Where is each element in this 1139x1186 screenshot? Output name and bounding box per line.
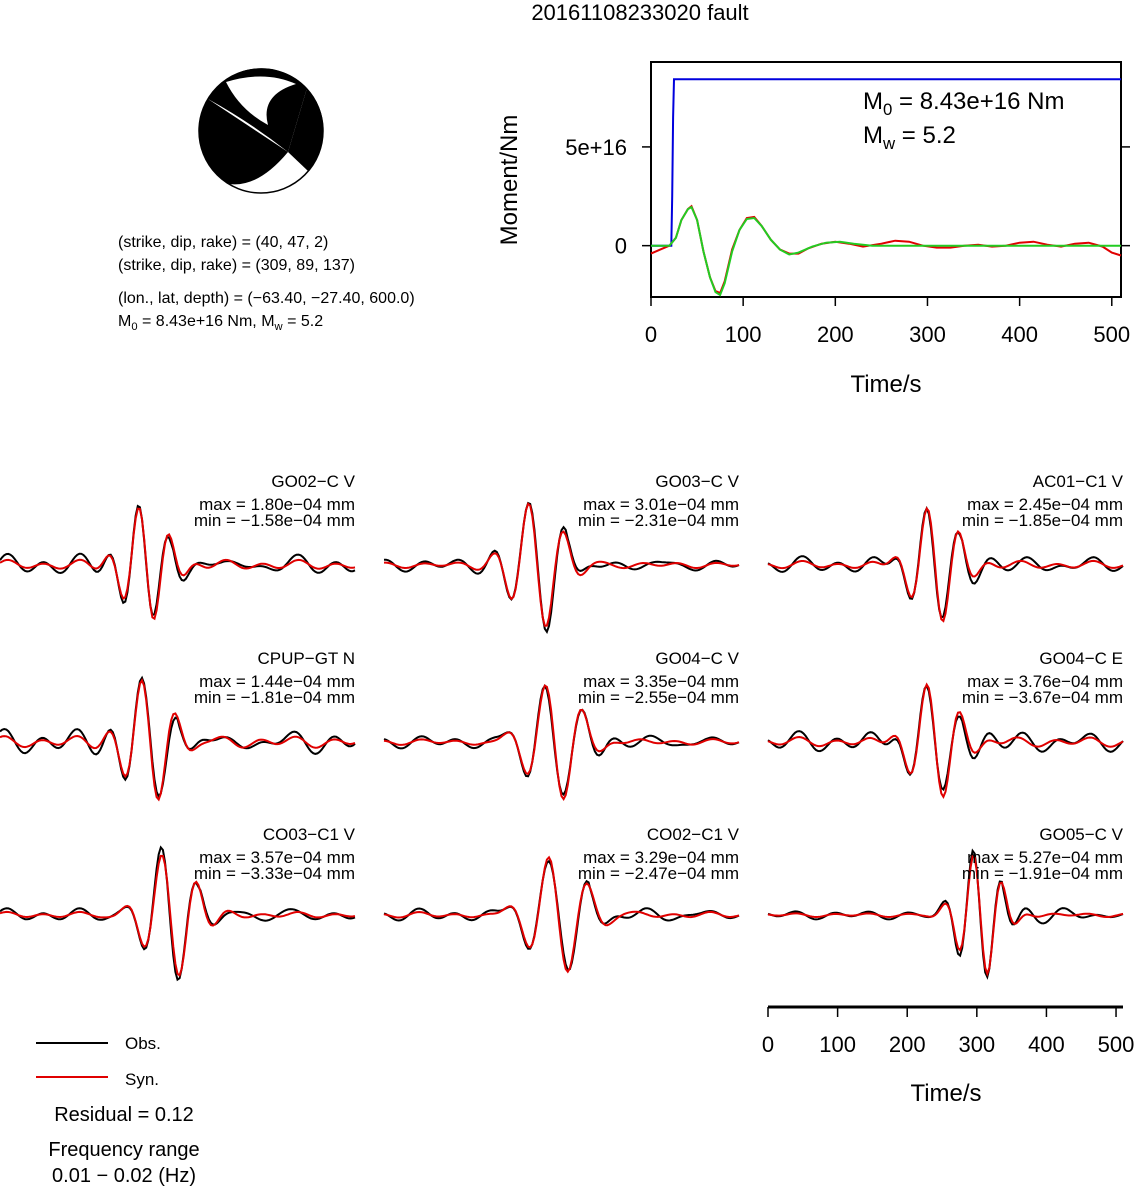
frequency-title: Frequency range <box>48 1139 199 1161</box>
synthetic-trace <box>767 506 1124 623</box>
station-min: min = −1.85e−04 mm <box>962 511 1123 530</box>
station-name: AC01−C1 V <box>1033 472 1124 491</box>
moment-x-axis-label: Time/s <box>850 371 921 398</box>
station-max: max = 3.57e−04 mm <box>199 848 355 867</box>
station-max: max = 3.76e−04 mm <box>967 672 1123 691</box>
station-name: CO03−C1 V <box>263 825 356 844</box>
station-max: max = 2.45e−04 mm <box>967 495 1123 514</box>
moment-x-tick-label: 300 <box>909 322 946 347</box>
waveform-time-axis: 0 100 200 300 400 500 <box>762 1005 1135 1057</box>
legend-obs-label: Obs. <box>125 1034 161 1053</box>
legend: Obs. Syn. <box>36 1034 161 1089</box>
station-max: max = 1.44e−04 mm <box>199 672 355 691</box>
focal-plane-1: (strike, dip, rake) = (40, 47, 2) <box>118 234 328 251</box>
location-depth: (lon., lat, depth) = (−63.40, −27.40, 60… <box>118 290 415 307</box>
mw-annotation: Mw = 5.2 <box>863 122 956 153</box>
station-name: CPUP−GT N <box>258 649 355 668</box>
moment-y-tick-label: 5e+16 <box>565 135 627 160</box>
moment-plot-frame <box>650 61 1122 298</box>
station-min: min = −2.55e−04 mm <box>578 688 739 707</box>
residual-label: Residual = 0.12 <box>54 1104 194 1126</box>
observed-trace <box>0 845 356 982</box>
station-max: max = 3.35e−04 mm <box>583 672 739 691</box>
station-name: GO04−C E <box>1039 649 1123 668</box>
station-name: GO02−C V <box>271 472 355 491</box>
waveform-x-tick-label: 400 <box>1028 1032 1065 1057</box>
station-name: GO05−C V <box>1039 825 1123 844</box>
moment-series-line-3 <box>651 205 1121 297</box>
synthetic-trace <box>0 677 356 802</box>
focal-plane-2: (strike, dip, rake) = (309, 89, 137) <box>118 257 355 274</box>
waveform-x-axis-label: Time/s <box>910 1080 981 1107</box>
station-min: min = −2.47e−04 mm <box>578 864 739 883</box>
synthetic-trace <box>767 682 1124 799</box>
waveform-x-tick-label: 500 <box>1098 1032 1135 1057</box>
synthetic-trace <box>0 854 356 977</box>
station-max: max = 1.80e−04 mm <box>199 495 355 514</box>
moment-x-tick-label: 200 <box>817 322 854 347</box>
waveform-x-tick-label: 200 <box>889 1032 926 1057</box>
beachball-icon <box>198 68 324 194</box>
station-name: CO02−C1 V <box>647 825 740 844</box>
station-max: max = 3.01e−04 mm <box>583 495 739 514</box>
moment-series-line-2 <box>650 204 1122 295</box>
synthetic-trace <box>384 502 740 627</box>
station-min: min = −3.67e−04 mm <box>962 688 1123 707</box>
observed-trace <box>0 504 356 617</box>
m0-annotation: M0 = 8.43e+16 Nm <box>863 88 1064 119</box>
station-min: min = −1.81e−04 mm <box>194 688 355 707</box>
station-min: min = −3.33e−04 mm <box>194 864 355 883</box>
station-min: min = −1.91e−04 mm <box>962 864 1123 883</box>
waveform-x-tick-label: 0 <box>762 1032 774 1057</box>
station-min: min = −2.31e−04 mm <box>578 511 739 530</box>
waveform-x-tick-label: 100 <box>819 1032 856 1057</box>
station-max: max = 3.29e−04 mm <box>583 848 739 867</box>
legend-syn-label: Syn. <box>125 1070 159 1089</box>
waveform-x-tick-label: 300 <box>958 1032 995 1057</box>
station-name: GO04−C V <box>655 649 739 668</box>
synthetic-trace <box>0 507 356 621</box>
moment-summary: M0 = 8.43e+16 Nm, Mw = 5.2 <box>118 313 323 333</box>
synthetic-trace <box>767 854 1124 977</box>
moment-x-tick-label: 400 <box>1001 322 1038 347</box>
station-max: max = 5.27e−04 mm <box>967 848 1123 867</box>
figure-title: 20161108233020 fault <box>531 0 748 25</box>
synthetic-trace <box>383 684 740 802</box>
synthetic-trace <box>383 855 740 974</box>
observed-trace <box>767 683 1124 792</box>
moment-x-tick-label: 100 <box>725 322 762 347</box>
moment-x-tick-label: 0 <box>645 322 657 347</box>
station-min: min = −1.58e−04 mm <box>194 511 355 530</box>
frequency-range: 0.01 − 0.02 (Hz) <box>52 1165 196 1186</box>
station-name: GO03−C V <box>655 472 739 491</box>
moment-y-tick-label: 0 <box>615 234 627 259</box>
moment-x-tick-label: 500 <box>1093 322 1130 347</box>
moment-y-axis-label: Moment/Nm <box>496 115 523 246</box>
